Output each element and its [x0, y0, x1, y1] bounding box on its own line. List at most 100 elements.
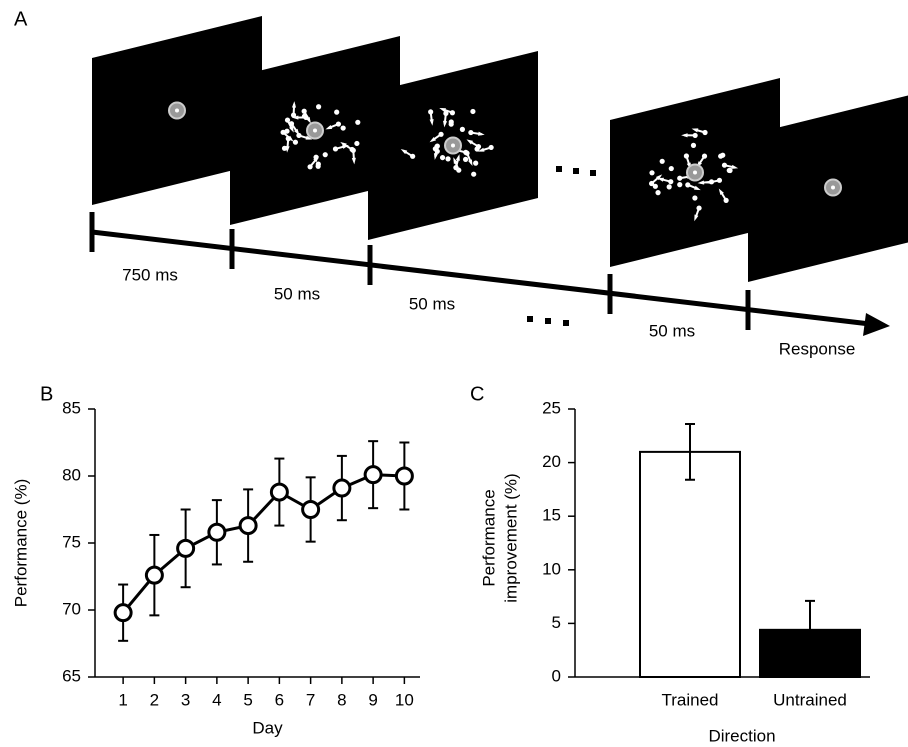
arrow-tip	[429, 136, 437, 143]
x-axis-label: Day	[252, 718, 283, 737]
dot	[727, 167, 733, 174]
dot	[655, 190, 661, 196]
arrow-tip	[681, 133, 688, 138]
fixation-center	[451, 143, 455, 148]
interval-label: 750 ms	[122, 265, 178, 284]
dot	[315, 163, 321, 169]
dot	[445, 156, 451, 162]
arrow-tip	[694, 214, 699, 222]
interval-label: 50 ms	[274, 284, 320, 303]
y-tick-label: 75	[62, 532, 81, 551]
arrow-tip	[305, 116, 311, 124]
marker	[394, 466, 414, 486]
arrow-tip	[691, 128, 699, 133]
x-tick-label: 8	[337, 690, 346, 709]
response-label: Response	[779, 339, 856, 358]
y-tick-label: 15	[542, 506, 561, 525]
stimulus-screens	[92, 16, 908, 282]
dot	[334, 109, 340, 115]
dot	[470, 108, 476, 115]
x-tick-label: 10	[395, 690, 414, 709]
arrow-head	[863, 313, 890, 336]
arrow-tip	[433, 153, 438, 160]
fixation-center	[313, 128, 317, 133]
y-tick-label: 70	[62, 599, 81, 618]
arrow-tip	[289, 125, 294, 133]
fixation-center	[693, 170, 697, 175]
x-tick-label: 6	[275, 690, 284, 709]
marker	[176, 538, 196, 558]
x-tick-label: 4	[212, 690, 221, 709]
line	[121, 473, 405, 614]
panel-label: C	[470, 383, 484, 405]
x-tick-label: Trained	[661, 690, 718, 709]
dot	[471, 171, 477, 177]
dot	[459, 126, 466, 132]
interval-label: 50 ms	[409, 294, 455, 313]
dot	[649, 170, 655, 176]
y-tick-label: 65	[62, 666, 81, 685]
dot	[692, 195, 698, 201]
ellipsis	[527, 166, 596, 326]
y-axis-label: Performance	[479, 489, 498, 586]
panel-label: B	[40, 383, 53, 405]
dot	[708, 179, 715, 185]
dot	[354, 140, 360, 147]
dot	[340, 125, 346, 131]
dot	[301, 113, 308, 119]
dot	[652, 183, 658, 189]
x-axis-label: Direction	[708, 726, 775, 745]
dot	[659, 158, 665, 164]
x-tick-label: 9	[368, 690, 377, 709]
x-tick-label: Untrained	[773, 690, 847, 709]
x-tick-label: 1	[118, 690, 127, 709]
arrow-tip	[697, 180, 705, 185]
y-tick-label: 85	[62, 398, 81, 417]
arrow-tip	[455, 154, 460, 161]
fixation-center	[175, 108, 179, 113]
arrow-tip	[655, 174, 663, 181]
dot	[285, 136, 291, 142]
arrow-tip	[718, 188, 724, 196]
arrow-tip	[694, 185, 701, 191]
marker	[113, 603, 133, 623]
dot	[677, 182, 683, 188]
marker	[332, 478, 352, 498]
x-tick-label: 3	[181, 690, 190, 709]
timeline-axis	[91, 229, 871, 327]
y-axis-label: Performance (%)	[11, 479, 30, 607]
dot	[448, 119, 454, 125]
arrow-tip	[731, 164, 739, 169]
fixation-center	[831, 185, 835, 190]
arrow-tip	[468, 159, 473, 167]
arrow-tip	[442, 120, 448, 128]
dot	[434, 144, 440, 150]
marker	[207, 522, 227, 542]
y-tick-label: 10	[542, 559, 561, 578]
dot	[292, 139, 299, 145]
x-tick-label: 5	[243, 690, 252, 709]
dot	[284, 128, 290, 134]
dot	[462, 156, 469, 162]
arrow-tip	[325, 125, 333, 130]
y-tick-label: 5	[552, 613, 561, 632]
y-tick-label: 25	[542, 398, 561, 417]
dot	[322, 152, 328, 158]
arrow-tip	[400, 148, 408, 155]
dot	[690, 142, 697, 148]
dot	[355, 119, 361, 125]
marker	[301, 500, 321, 519]
y-tick-label: 20	[542, 452, 561, 471]
arrow-tip	[478, 131, 485, 136]
bar	[639, 450, 741, 678]
x-tick-label: 7	[306, 690, 315, 709]
marker	[363, 465, 383, 485]
arrow-tip	[466, 139, 474, 145]
arrow-tip	[285, 145, 290, 153]
arrow-tip	[351, 157, 356, 165]
dot	[350, 147, 356, 153]
arrow-tip	[305, 135, 313, 140]
dot	[668, 165, 674, 172]
interval-label: 50 ms	[649, 321, 695, 340]
